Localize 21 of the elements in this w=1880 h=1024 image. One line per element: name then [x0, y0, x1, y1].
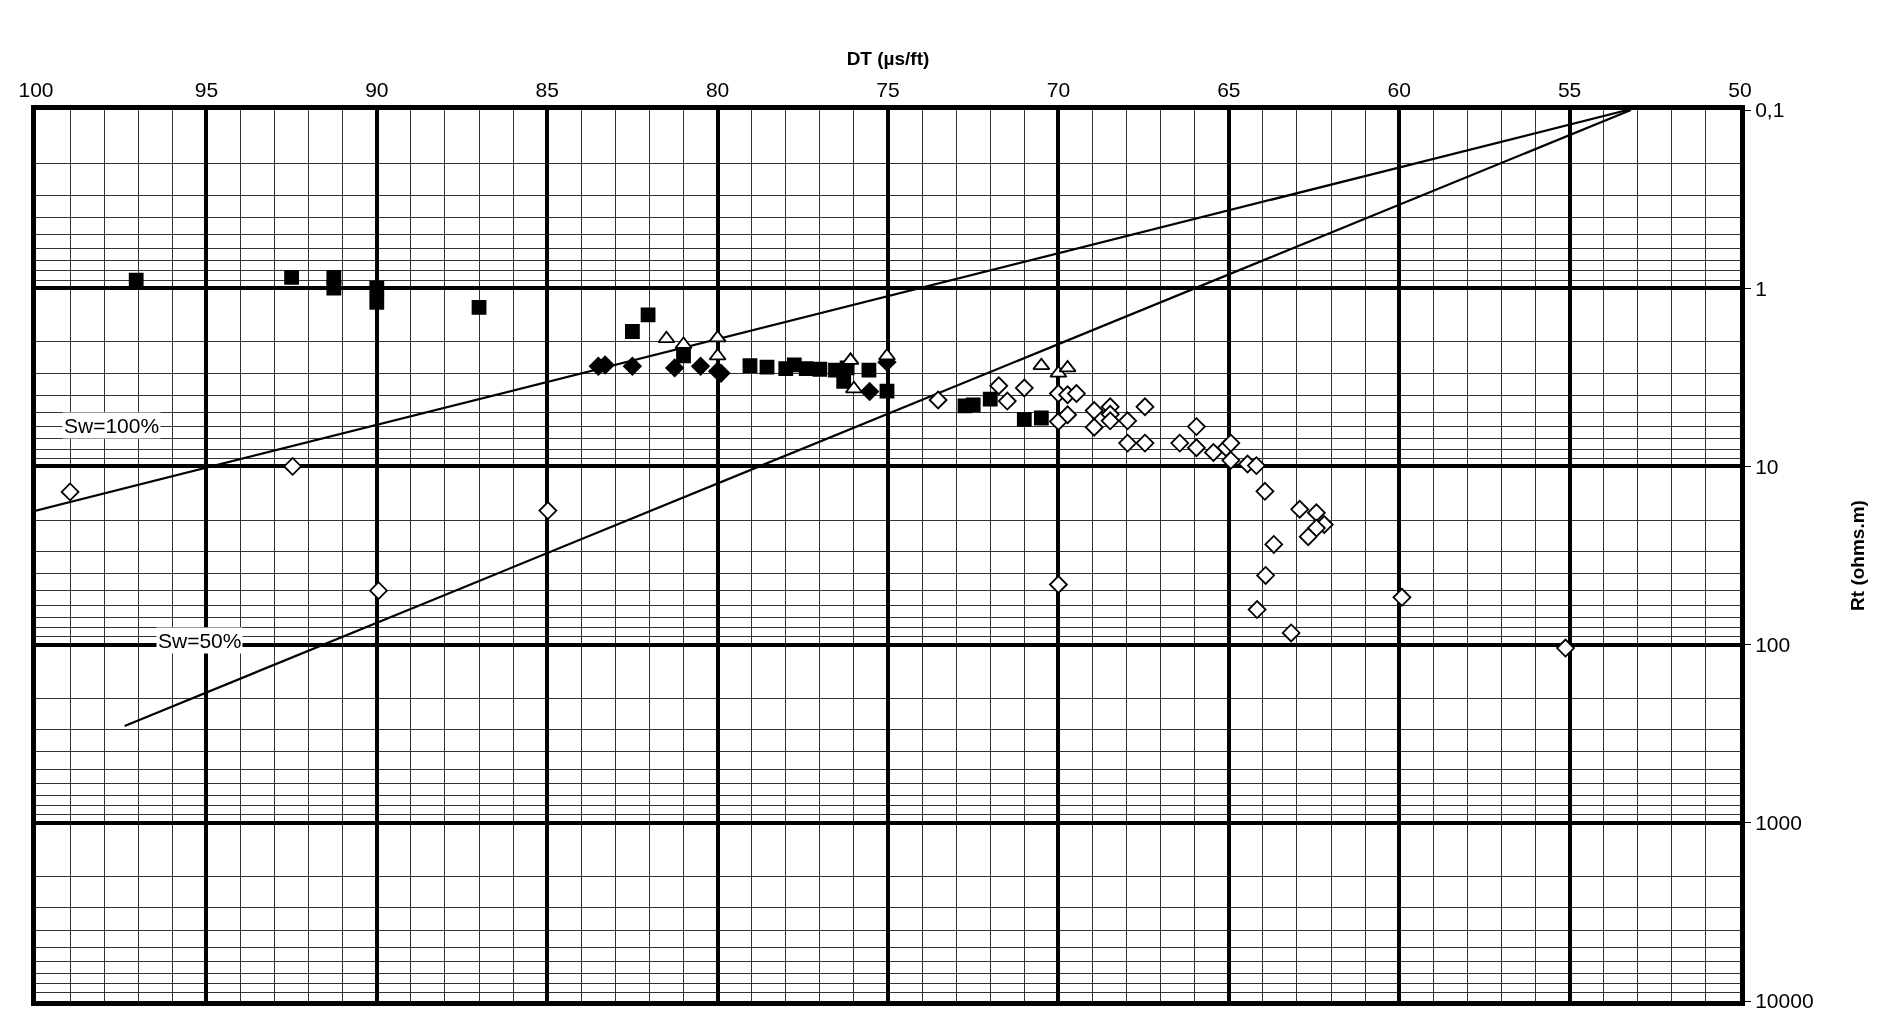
x-tick-label: 50 [1728, 77, 1752, 101]
y-tick-label: 100 [1755, 632, 1791, 656]
x-tick-label: 100 [18, 77, 54, 101]
x-tick-label: 60 [1387, 77, 1411, 101]
x-tick-label: 70 [1046, 77, 1071, 101]
x-tick-label: 95 [194, 77, 219, 101]
x-tick-label: 80 [705, 77, 730, 101]
y-tick-label: 10000 [1755, 989, 1814, 1013]
x-tick-label: 55 [1557, 77, 1582, 101]
x-tick-label: 90 [365, 77, 389, 101]
y-tick-label: 1000 [1755, 811, 1802, 835]
y-tick-label: 10 [1755, 454, 1779, 478]
series-label: Sw=50% [158, 629, 242, 652]
x-tick-label: 65 [1217, 77, 1241, 101]
y-tick-label: 1 [1755, 276, 1767, 300]
y-tick-label: 0,1 [1755, 98, 1785, 122]
x-tick-label: 85 [535, 77, 559, 101]
y-axis-title: Rt (ohms.m) [1847, 500, 1869, 611]
series-label: Sw=100% [64, 414, 160, 437]
x-axis-title: DT (µs/ft) [846, 48, 930, 70]
x-tick-label: 75 [876, 77, 900, 101]
